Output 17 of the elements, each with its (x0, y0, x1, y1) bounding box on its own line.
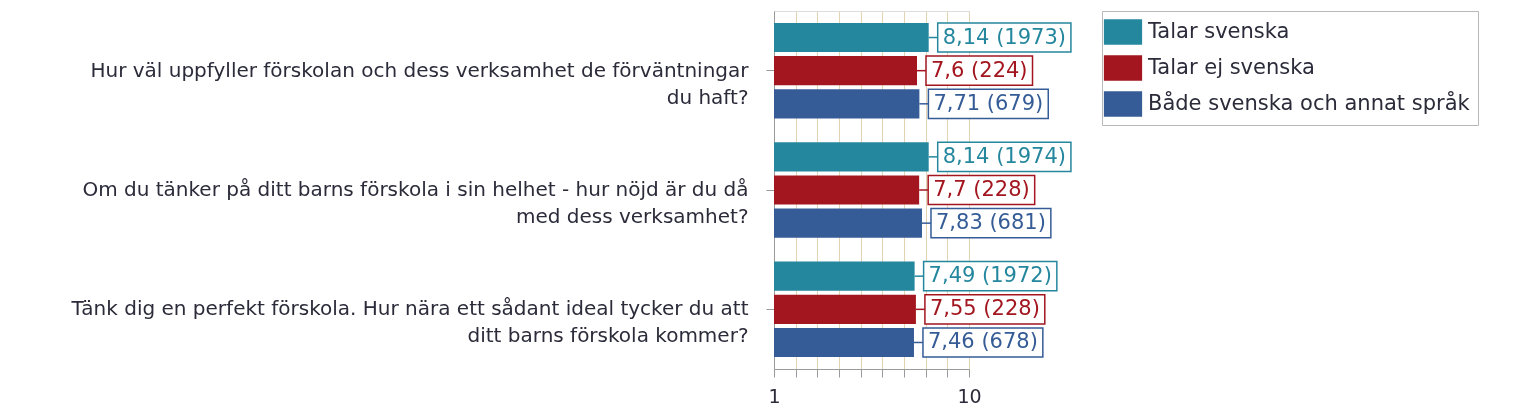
data-label: 8,14 (1973) (942, 24, 1066, 49)
x-tick-label: 1 (768, 384, 781, 407)
x-tick-label: 10 (957, 384, 982, 407)
data-label: 7,49 (1972) (928, 263, 1052, 288)
y-tick-label: Om du tänker på ditt barns förskola i sin helhet - hur nöjd är du då med dess verksamhet? (82, 177, 749, 228)
data-label: 7,7 (228) (933, 177, 1030, 201)
y-tick-label: Tänk dig en perfekt förskola. Hur nära ett sådant ideal tycker du att ditt barns förskola kommer? (70, 296, 749, 348)
data-label: 7,6 (224) (931, 57, 1028, 82)
data-label: 7,55 (228) (929, 296, 1040, 321)
y-tick-label: Hur väl uppfyller förskolan och dess verksamhet de förväntningar du haft? (90, 57, 750, 109)
legend-label: Talar svenska (1147, 19, 1290, 43)
data-label: 7,46 (678) (927, 329, 1038, 354)
legend-label: Både svenska och annat språk (1148, 90, 1471, 115)
data-label: 7,83 (681) (935, 210, 1046, 235)
data-label: 7,71 (679) (933, 90, 1044, 115)
data-label: 8,14 (1974) (942, 143, 1066, 168)
legend-label: Talar ej svenska (1147, 55, 1315, 79)
